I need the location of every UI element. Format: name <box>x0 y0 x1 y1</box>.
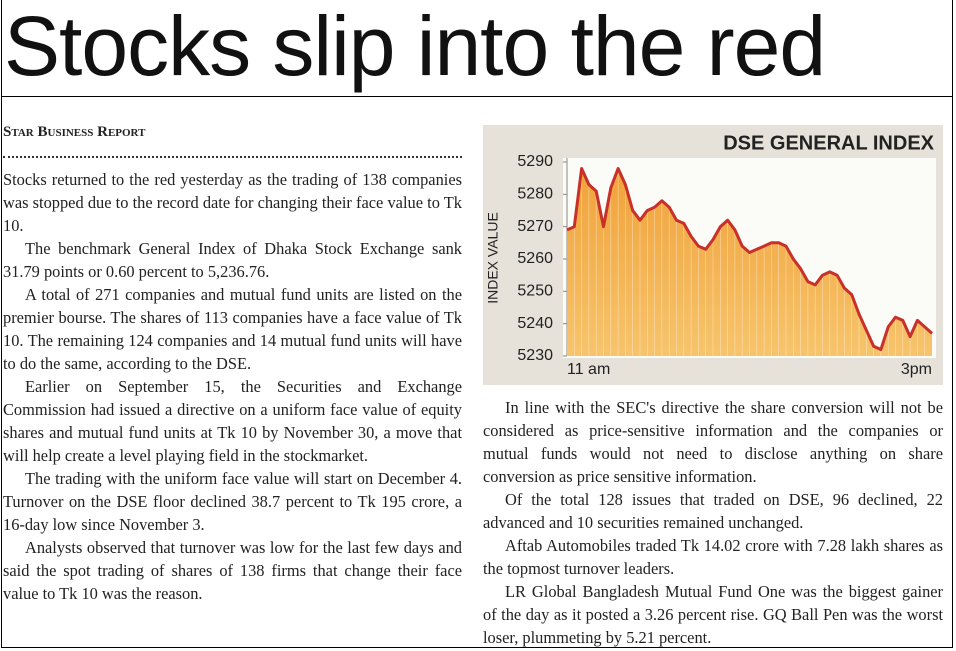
y-tick-label: 5290 <box>517 153 553 170</box>
y-tick-label: 5250 <box>517 283 553 300</box>
paragraph: In line with the SEC's directive the sha… <box>483 398 943 486</box>
chart-title: DSE GENERAL INDEX <box>723 132 934 154</box>
paragraph: The benchmark General Index of Dhaka Sto… <box>3 239 462 281</box>
paragraph: Earlier on September 15, the Securities … <box>3 377 462 465</box>
y-tick-label: 5240 <box>517 315 553 332</box>
paragraph: Stocks returned to the red yesterday as … <box>3 170 462 235</box>
rule <box>1 96 953 97</box>
x-tick-label: 11 am <box>567 361 610 378</box>
paragraph: A total of 271 companies and mutual fund… <box>3 285 462 373</box>
paragraph: Aftab Automobiles traded Tk 14.02 crore … <box>483 536 943 578</box>
paragraph: Of the total 128 issues that traded on D… <box>483 490 943 532</box>
paragraph: LR Global Bangladesh Mutual Fund One was… <box>483 582 943 647</box>
y-tick-label: 5280 <box>517 186 553 203</box>
x-tick-label: 3pm <box>901 361 932 378</box>
line <box>566 167 933 351</box>
paragraph: The trading with the uniform face value … <box>3 469 462 534</box>
y-tick-label: 5230 <box>517 347 553 364</box>
right-column: In line with the SEC's directive the sha… <box>483 396 943 649</box>
headline: Stocks slip into the red <box>4 0 826 93</box>
dotted-rule <box>3 156 462 158</box>
chart: DSE GENERAL INDEX INDEX VALUE 5230 5240 52… <box>483 125 943 385</box>
left-column: Stocks returned to the red yesterday as … <box>3 168 462 605</box>
paragraph: Analysts observed that turnover was low … <box>3 538 462 603</box>
y-tick-label: 5270 <box>517 218 553 235</box>
y-tick-label: 5260 <box>517 250 553 267</box>
y-axis-label: INDEX VALUE <box>485 212 501 304</box>
byline: Star Business Report <box>3 124 146 140</box>
